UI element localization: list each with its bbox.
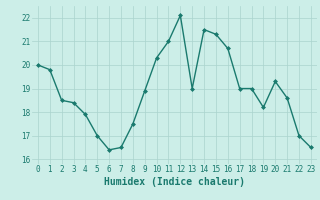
X-axis label: Humidex (Indice chaleur): Humidex (Indice chaleur): [104, 177, 245, 187]
